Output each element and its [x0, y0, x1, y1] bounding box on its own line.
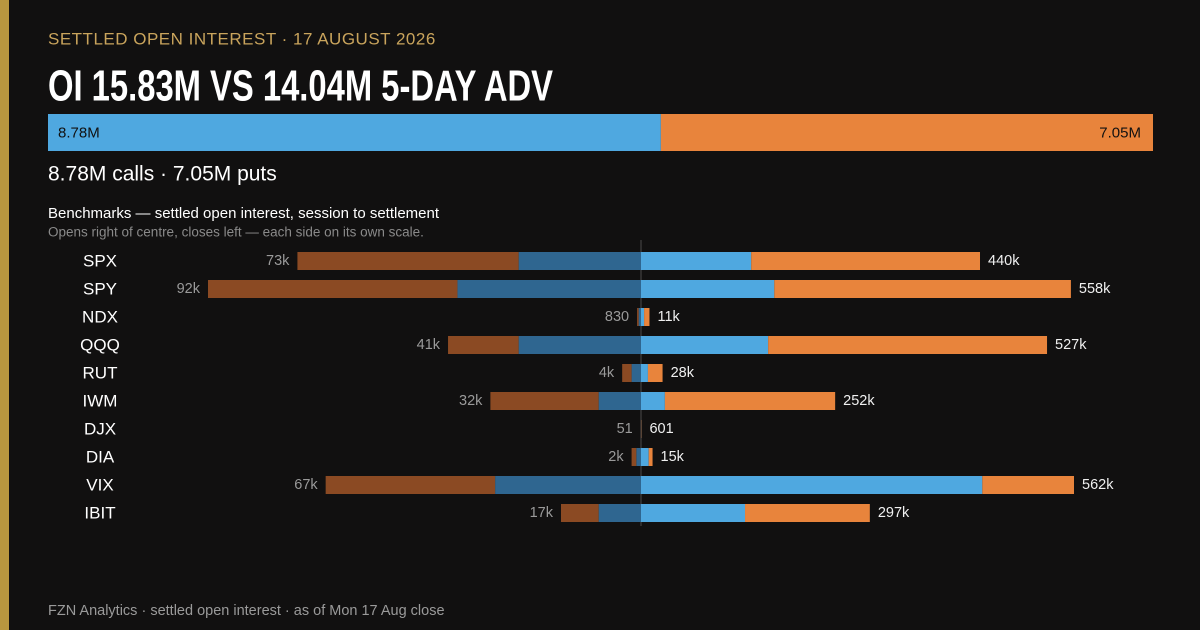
close-total-label: 51 — [617, 421, 633, 437]
close-segment — [637, 308, 639, 326]
close-segment — [598, 392, 641, 410]
ticker-label: VIX — [86, 475, 113, 494]
split-segment — [660, 114, 1153, 151]
split-label: 8.78M — [58, 124, 100, 141]
open-total-label: 440k — [988, 253, 1020, 269]
close-segment — [560, 504, 599, 522]
open-segment — [745, 504, 870, 522]
ticker-label: DIA — [86, 447, 115, 466]
ticker-label: SPX — [83, 251, 117, 270]
title: OI 15.83M VS 14.04M 5-DAY ADV — [48, 62, 553, 111]
close-total-label: 830 — [605, 309, 629, 325]
close-segment — [297, 252, 519, 270]
open-segment — [768, 336, 1048, 354]
open-segment — [648, 448, 653, 466]
close-segment — [325, 476, 496, 494]
close-segment — [636, 448, 641, 466]
accent-stripe — [0, 0, 9, 630]
open-segment — [664, 392, 836, 410]
kicker: SETTLED OPEN INTEREST · 17 AUGUST 2026 — [48, 29, 436, 48]
open-segment — [641, 280, 775, 298]
ticker-label: IBIT — [84, 503, 115, 522]
open-segment — [774, 280, 1071, 298]
close-segment — [638, 308, 641, 326]
subtitle: Benchmarks — settled open interest, sess… — [48, 205, 440, 222]
open-segment — [647, 364, 663, 382]
open-total-label: 297k — [878, 505, 910, 521]
ticker-label: RUT — [83, 363, 118, 382]
open-segment — [751, 252, 981, 270]
close-total-label: 41k — [417, 337, 441, 353]
ticker-label: NDX — [82, 307, 118, 326]
open-segment — [641, 392, 665, 410]
open-segment — [641, 504, 746, 522]
close-total-label: 17k — [530, 505, 554, 521]
open-segment — [641, 364, 648, 382]
ticker-label: QQQ — [80, 335, 120, 354]
close-total-label: 73k — [266, 253, 290, 269]
split-label: 7.05M — [1099, 124, 1141, 141]
open-segment — [641, 308, 645, 326]
open-segment — [641, 252, 752, 270]
close-total-label: 2k — [608, 449, 624, 465]
close-total-label: 4k — [599, 365, 615, 381]
close-total-label: 32k — [459, 393, 483, 409]
close-segment — [490, 392, 599, 410]
open-total-label: 558k — [1079, 281, 1111, 297]
open-total-label: 28k — [671, 365, 695, 381]
close-segment — [448, 336, 519, 354]
close-total-label: 67k — [294, 477, 318, 493]
summary: 8.78M calls · 7.05M puts — [48, 163, 277, 186]
open-total-label: 601 — [649, 421, 673, 437]
footer: FZN Analytics · settled open interest · … — [48, 603, 445, 619]
ticker-label: SPY — [83, 279, 117, 298]
ticker-label: IWM — [83, 391, 118, 410]
close-segment — [631, 448, 637, 466]
open-total-label: 562k — [1082, 477, 1114, 493]
open-segment — [644, 308, 650, 326]
open-total-label: 15k — [661, 449, 685, 465]
close-segment — [622, 364, 632, 382]
open-total-label: 252k — [843, 393, 875, 409]
close-segment — [598, 504, 641, 522]
close-segment — [518, 252, 641, 270]
note: Opens right of centre, closes left — eac… — [48, 225, 424, 240]
close-segment — [208, 280, 458, 298]
split-segment — [48, 114, 661, 151]
ticker-label: DJX — [84, 419, 116, 438]
open-segment — [641, 448, 649, 466]
close-segment — [495, 476, 641, 494]
close-segment — [518, 336, 641, 354]
close-segment — [457, 280, 641, 298]
close-total-label: 92k — [177, 281, 201, 297]
open-total-label: 11k — [657, 309, 680, 325]
open-segment — [641, 476, 983, 494]
open-segment — [641, 336, 769, 354]
open-segment — [982, 476, 1074, 494]
close-segment — [631, 364, 641, 382]
open-total-label: 527k — [1055, 337, 1087, 353]
